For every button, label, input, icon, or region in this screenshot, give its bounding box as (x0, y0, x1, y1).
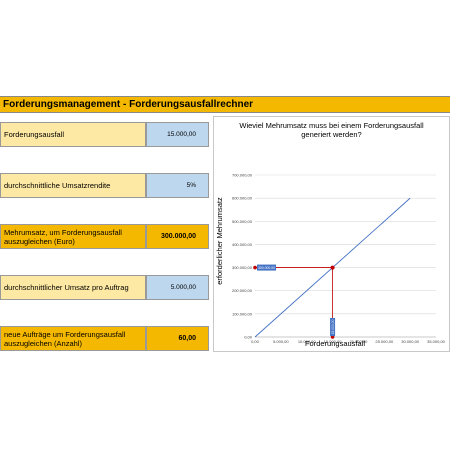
y-tick-label: 100.000,00 (232, 311, 253, 316)
header-bar: Forderungsmanagement - Forderungsausfall… (0, 96, 450, 113)
marker-x-label: 15.000,00 (331, 319, 335, 334)
x-tick-label: 15.000,00 (324, 339, 343, 344)
chart-title: Wieviel Mehrumsatz muss bei einem Forder… (214, 121, 449, 140)
forderungsausfall-input[interactable]: 15.000,00 (146, 122, 209, 147)
y-tick-label: 0,00 (244, 335, 253, 340)
output-row-auftraege: neue Aufträge um Forderungsausfall auszu… (0, 326, 209, 351)
page-title: Forderungsmanagement - Forderungsausfall… (3, 99, 254, 110)
chart-title-line-1: Wieviel Mehrumsatz muss bei einem Forder… (239, 121, 424, 130)
chart-plot: 0,00 100.000,00 200.000,00 300.000,00 400.00… (215, 173, 446, 349)
marker-x-dot (330, 335, 335, 339)
marker-y-label: 300.000,00 (258, 266, 275, 270)
input-row-umsatz-pro-auftrag: durchschnittlicher Umsatz pro Auftrag 5.… (0, 275, 209, 300)
marker-y-tag (257, 264, 276, 271)
y-tick-label: 700.000,00 (232, 173, 253, 178)
mehrumsatz-result: 300.000,00 (146, 224, 209, 249)
y-axis-label: erforderlicher Mehrumsatz (215, 197, 224, 285)
marker-point (330, 265, 335, 270)
umsatzrendite-input[interactable]: 5% (146, 173, 209, 198)
spreadsheet: Forderungsmanagement - Forderungsausfall… (0, 96, 450, 356)
output-row-mehrumsatz: Mehrumsatz, um Forderungsausfall auszugl… (0, 224, 209, 249)
input-label: Forderungsausfall (0, 122, 146, 147)
x-tick-label: 5.000,00 (273, 339, 289, 344)
output-label: Mehrumsatz, um Forderungsausfall auszugl… (0, 224, 146, 249)
y-tick-label: 400.000,00 (232, 242, 253, 247)
y-tick-label: 600.000,00 (232, 196, 253, 201)
output-label: neue Aufträge um Forderungsausfall auszu… (0, 326, 146, 351)
input-label: durchschnittlicher Umsatz pro Auftrag (0, 275, 146, 300)
input-row-forderungsausfall: Forderungsausfall 15.000,00 (0, 122, 209, 147)
marker-y-dot (253, 265, 257, 270)
x-tick-label: 30.000,00 (401, 339, 420, 344)
auftraege-result: 60,00 (146, 326, 209, 351)
x-axis-label: Forderungsausfall (305, 339, 365, 348)
y-tick-label: 500.000,00 (232, 219, 253, 224)
umsatz-pro-auftrag-input[interactable]: 5.000,00 (146, 275, 209, 300)
y-tick-label: 200.000,00 (232, 288, 253, 293)
input-label: durchschnittliche Umsatzrendite (0, 173, 146, 198)
chart-title-line-2: generiert werden? (301, 130, 362, 140)
chart[interactable]: Wieviel Mehrumsatz muss bei einem Forder… (213, 116, 450, 352)
y-tick-label: 300.000,00 (232, 265, 253, 270)
marker-x-tag (330, 318, 336, 336)
x-tick-label: 20.000,00 (350, 339, 369, 344)
x-tick-label: 10.000,00 (298, 339, 317, 344)
x-tick-label: 35.000,00 (427, 339, 446, 344)
x-tick-label: 0,00 (251, 339, 260, 344)
input-row-umsatzrendite: durchschnittliche Umsatzrendite 5% (0, 173, 209, 198)
x-tick-label: 25.000,00 (375, 339, 394, 344)
